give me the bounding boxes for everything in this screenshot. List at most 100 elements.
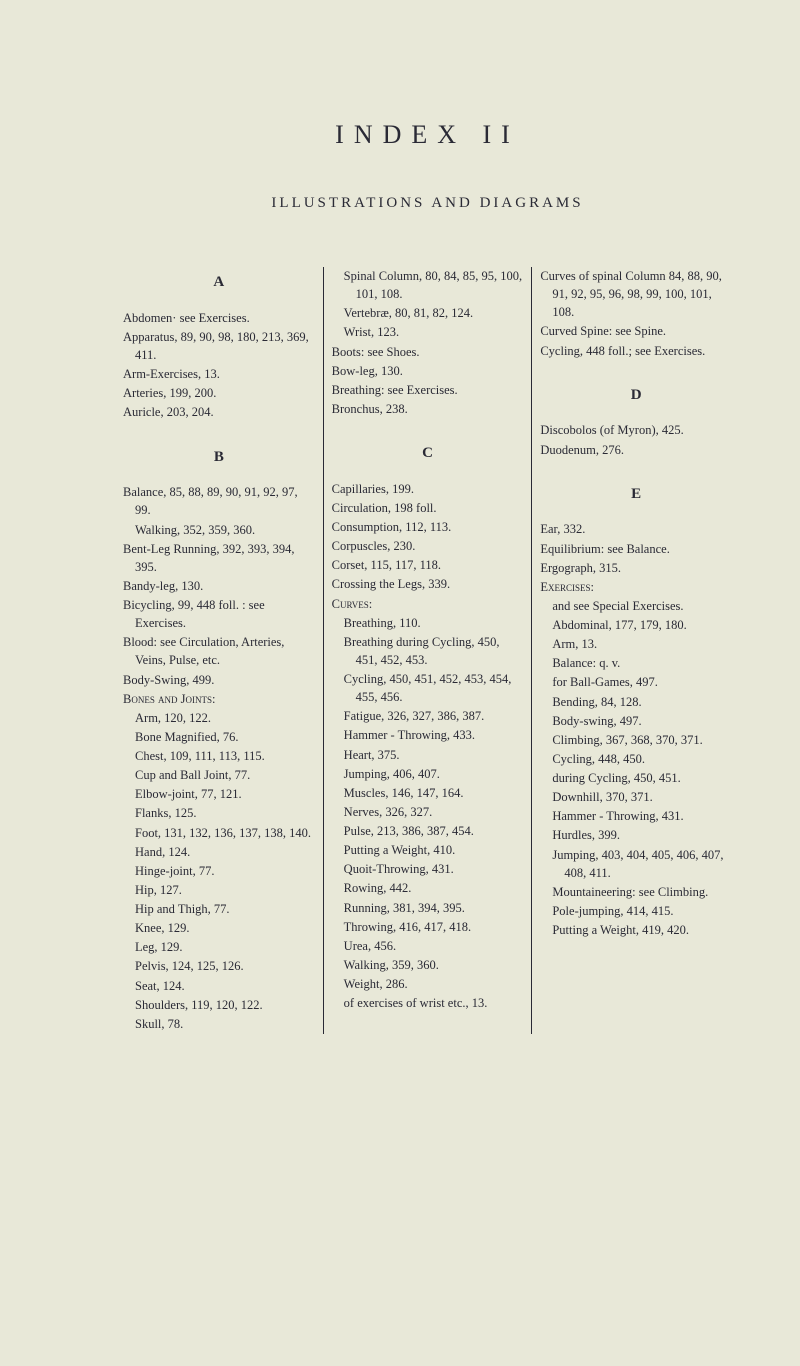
heading-d: D bbox=[540, 385, 732, 407]
sub-entry: Hand, 124. bbox=[123, 843, 315, 861]
sub-entry: Skull, 78. bbox=[123, 1015, 315, 1033]
sub-entry: Pulse, 213, 386, 387, 454. bbox=[332, 822, 524, 840]
sub-entry: Wrist, 123. bbox=[332, 323, 524, 341]
column-3: Curves of spinal Column 84, 88, 90, 91, … bbox=[532, 267, 740, 1034]
sub-entry: Elbow-joint, 77, 121. bbox=[123, 785, 315, 803]
sub-entry: Chest, 109, 111, 113, 115. bbox=[123, 747, 315, 765]
sub-entry: Hammer - Throwing, 431. bbox=[540, 807, 732, 825]
sub-entry: Abdominal, 177, 179, 180. bbox=[540, 616, 732, 634]
entry: Bent-Leg Running, 392, 393, 394, 395. bbox=[123, 540, 315, 576]
column-1: A Abdomen· see Exercises. Apparatus, 89,… bbox=[115, 267, 324, 1034]
sub-entry: for Ball-Games, 497. bbox=[540, 673, 732, 691]
entry: Ear, 332. bbox=[540, 520, 732, 538]
sub-entry: Bone Magnified, 76. bbox=[123, 728, 315, 746]
sub-entry: Weight, 286. bbox=[332, 975, 524, 993]
entry: Duodenum, 276. bbox=[540, 441, 732, 459]
sub-entry: Hammer - Throwing, 433. bbox=[332, 726, 524, 744]
sub-entry: Body-swing, 497. bbox=[540, 712, 732, 730]
sub-entry: Downhill, 370, 371. bbox=[540, 788, 732, 806]
sub-entry: and see Special Exercises. bbox=[540, 597, 732, 615]
sub-entry: Cup and Ball Joint, 77. bbox=[123, 766, 315, 784]
entry: Discobolos (of Myron), 425. bbox=[540, 421, 732, 439]
sub-entry: of exercises of wrist etc., 13. bbox=[332, 994, 524, 1012]
sub-entry: Pelvis, 124, 125, 126. bbox=[123, 957, 315, 975]
entry: Arm-Exercises, 13. bbox=[123, 365, 315, 383]
sub-entry: Pole-jumping, 414, 415. bbox=[540, 902, 732, 920]
entry: Capillaries, 199. bbox=[332, 480, 524, 498]
index-columns: A Abdomen· see Exercises. Apparatus, 89,… bbox=[115, 267, 740, 1034]
entry: Bow-leg, 130. bbox=[332, 362, 524, 380]
heading-c: C bbox=[332, 443, 524, 465]
sub-entry: Putting a Weight, 410. bbox=[332, 841, 524, 859]
entry: Curved Spine: see Spine. bbox=[540, 322, 732, 340]
sub-entry: Climbing, 367, 368, 370, 371. bbox=[540, 731, 732, 749]
sub-entry: Throwing, 416, 417, 418. bbox=[332, 918, 524, 936]
sub-entry: Rowing, 442. bbox=[332, 879, 524, 897]
sub-entry: Fatigue, 326, 327, 386, 387. bbox=[332, 707, 524, 725]
sub-entry: Arm, 120, 122. bbox=[123, 709, 315, 727]
entry: Bones and Joints: bbox=[123, 690, 315, 708]
heading-a: A bbox=[123, 272, 315, 294]
sub-entry: Leg, 129. bbox=[123, 938, 315, 956]
sub-entry: Muscles, 146, 147, 164. bbox=[332, 784, 524, 802]
entry: Consumption, 112, 113. bbox=[332, 518, 524, 536]
sub-entry: Foot, 131, 132, 136, 137, 138, 140. bbox=[123, 824, 315, 842]
entry: Circulation, 198 foll. bbox=[332, 499, 524, 517]
entry: Breathing: see Exercises. bbox=[332, 381, 524, 399]
sub-entry: Bending, 84, 128. bbox=[540, 693, 732, 711]
sub-entry: Arm, 13. bbox=[540, 635, 732, 653]
sub-entry: Hip, 127. bbox=[123, 881, 315, 899]
entry: Curves of spinal Column 84, 88, 90, 91, … bbox=[540, 267, 732, 321]
sub-entry: Balance: q. v. bbox=[540, 654, 732, 672]
sub-entry: Running, 381, 394, 395. bbox=[332, 899, 524, 917]
sub-entry: Heart, 375. bbox=[332, 746, 524, 764]
sub-entry: Knee, 129. bbox=[123, 919, 315, 937]
entry: Auricle, 203, 204. bbox=[123, 403, 315, 421]
sub-entry: Hip and Thigh, 77. bbox=[123, 900, 315, 918]
sub-entry: Hinge-joint, 77. bbox=[123, 862, 315, 880]
sub-entry: Walking, 352, 359, 360. bbox=[123, 521, 315, 539]
entry: Ergograph, 315. bbox=[540, 559, 732, 577]
entry: Equilibrium: see Balance. bbox=[540, 540, 732, 558]
entry: Boots: see Shoes. bbox=[332, 343, 524, 361]
sub-entry: Quoit-Throwing, 431. bbox=[332, 860, 524, 878]
entry: Corset, 115, 117, 118. bbox=[332, 556, 524, 574]
entry: Corpuscles, 230. bbox=[332, 537, 524, 555]
entry: Abdomen· see Exercises. bbox=[123, 309, 315, 327]
sub-entry: Cycling, 450, 451, 452, 453, 454, 455, 4… bbox=[332, 670, 524, 706]
entry: Blood: see Circulation, Arteries, Veins,… bbox=[123, 633, 315, 669]
sub-entry: Jumping, 403, 404, 405, 406, 407, 408, 4… bbox=[540, 846, 732, 882]
entry: Crossing the Legs, 339. bbox=[332, 575, 524, 593]
column-2: Spinal Column, 80, 84, 85, 95, 100, 101,… bbox=[324, 267, 533, 1034]
sub-entry: Cycling, 448, 450. bbox=[540, 750, 732, 768]
entry: Balance, 85, 88, 89, 90, 91, 92, 97, 99. bbox=[123, 483, 315, 519]
sub-entry: Nerves, 326, 327. bbox=[332, 803, 524, 821]
sub-entry: Walking, 359, 360. bbox=[332, 956, 524, 974]
sub-entry: Shoulders, 119, 120, 122. bbox=[123, 996, 315, 1014]
sub-entry: Urea, 456. bbox=[332, 937, 524, 955]
entry: Apparatus, 89, 90, 98, 180, 213, 369, 41… bbox=[123, 328, 315, 364]
page-subtitle: ILLUSTRATIONS AND DIAGRAMS bbox=[115, 195, 740, 212]
entry: Curves: bbox=[332, 595, 524, 613]
sub-entry: Seat, 124. bbox=[123, 977, 315, 995]
sub-entry: Putting a Weight, 419, 420. bbox=[540, 921, 732, 939]
sub-entry: Breathing during Cycling, 450, 451, 452,… bbox=[332, 633, 524, 669]
sub-entry: Flanks, 125. bbox=[123, 804, 315, 822]
sub-entry: Vertebræ, 80, 81, 82, 124. bbox=[332, 304, 524, 322]
sub-entry: Breathing, 110. bbox=[332, 614, 524, 632]
entry: Bicycling, 99, 448 foll. : see Exercises… bbox=[123, 596, 315, 632]
entry: Cycling, 448 foll.; see Exercises. bbox=[540, 342, 732, 360]
sub-entry: Jumping, 406, 407. bbox=[332, 765, 524, 783]
sub-entry: Spinal Column, 80, 84, 85, 95, 100, 101,… bbox=[332, 267, 524, 303]
entry: Exercises: bbox=[540, 578, 732, 596]
entry: Bronchus, 238. bbox=[332, 400, 524, 418]
sub-entry: Hurdles, 399. bbox=[540, 826, 732, 844]
page-title: INDEX II bbox=[115, 120, 740, 150]
entry: Arteries, 199, 200. bbox=[123, 384, 315, 402]
entry: Body-Swing, 499. bbox=[123, 671, 315, 689]
sub-entry: Mountaineering: see Climbing. bbox=[540, 883, 732, 901]
entry: Bandy-leg, 130. bbox=[123, 577, 315, 595]
sub-entry: during Cycling, 450, 451. bbox=[540, 769, 732, 787]
heading-e: E bbox=[540, 484, 732, 506]
heading-b: B bbox=[123, 447, 315, 469]
